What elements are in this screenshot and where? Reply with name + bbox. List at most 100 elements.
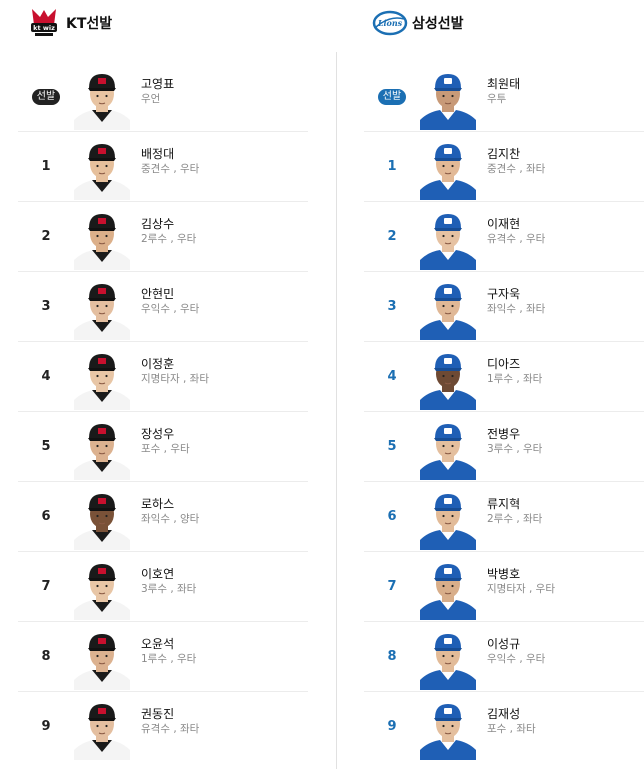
lineup-row[interactable]: 1 배정대 중견수 , 우타 bbox=[18, 132, 308, 202]
lineup-row[interactable]: 8 오윤석 1루수 , 우타 bbox=[18, 622, 308, 692]
batting-order-number: 4 bbox=[41, 369, 51, 384]
batting-order: 2 bbox=[18, 229, 74, 244]
lineup-row[interactable]: 7 이호연 3루수 , 좌타 bbox=[18, 552, 308, 622]
starting-pitcher-row[interactable]: 선발 최원태 우투 bbox=[364, 62, 644, 132]
batting-order: 5 bbox=[18, 439, 74, 454]
batting-order-number: 3 bbox=[41, 299, 51, 314]
batting-order: 4 bbox=[364, 369, 420, 384]
samsung-header: Lions 삼성선발 bbox=[364, 0, 644, 46]
samsung-team-title: 삼성선발 bbox=[412, 16, 464, 32]
player-position: 유격수 , 우타 bbox=[487, 233, 546, 245]
kt-wiz-logo: kt wiz bbox=[31, 9, 57, 36]
player-name[interactable]: 고영표 bbox=[141, 77, 175, 91]
player-photo bbox=[74, 634, 130, 690]
svg-text:Lions: Lions bbox=[377, 18, 403, 28]
lineup-row[interactable]: 1 김지찬 중견수 , 좌타 bbox=[364, 132, 644, 202]
player-name[interactable]: 최원태 bbox=[487, 77, 521, 91]
player-position: 3루수 , 좌타 bbox=[141, 583, 197, 595]
player-photo bbox=[74, 74, 130, 130]
player-info: 김지찬 중견수 , 좌타 bbox=[487, 146, 545, 177]
player-info: 디아즈 1루수 , 좌타 bbox=[487, 356, 542, 387]
batting-order: 4 bbox=[18, 369, 74, 384]
batting-order: 1 bbox=[364, 159, 420, 174]
batting-order: 5 bbox=[364, 439, 420, 454]
column-divider bbox=[336, 52, 337, 769]
player-position: 지명타자 , 우타 bbox=[487, 583, 555, 595]
player-name[interactable]: 오윤석 bbox=[141, 637, 175, 651]
lineup-row[interactable]: 6 류지혁 2루수 , 좌타 bbox=[364, 482, 644, 552]
player-name[interactable]: 안현민 bbox=[141, 287, 175, 301]
batting-order: 1 bbox=[18, 159, 74, 174]
batting-order: 6 bbox=[364, 509, 420, 524]
player-name[interactable]: 류지혁 bbox=[487, 497, 521, 511]
batting-order: 8 bbox=[18, 649, 74, 664]
player-position: 우익수 , 우타 bbox=[141, 303, 200, 315]
player-photo bbox=[74, 704, 130, 760]
player-info: 최원태 우투 bbox=[487, 76, 520, 107]
player-name[interactable]: 이호연 bbox=[141, 567, 175, 581]
batting-order-number: 1 bbox=[387, 159, 397, 174]
lineup-row[interactable]: 9 김재성 포수 , 좌타 bbox=[364, 692, 644, 761]
lineup-row[interactable]: 7 박병호 지명타자 , 우타 bbox=[364, 552, 644, 622]
player-name[interactable]: 김지찬 bbox=[487, 147, 521, 161]
batting-order: 선발 bbox=[18, 88, 74, 105]
player-info: 배정대 중견수 , 우타 bbox=[141, 146, 199, 177]
batting-order-number: 1 bbox=[41, 159, 51, 174]
player-photo bbox=[74, 564, 130, 620]
player-name[interactable]: 박병호 bbox=[487, 567, 521, 581]
player-photo bbox=[420, 494, 476, 550]
player-position: 유격수 , 좌타 bbox=[141, 723, 200, 735]
player-name[interactable]: 이재현 bbox=[487, 217, 521, 231]
player-info: 김상수 2루수 , 우타 bbox=[141, 216, 196, 247]
player-name[interactable]: 디아즈 bbox=[487, 357, 521, 371]
batting-order-number: 8 bbox=[41, 649, 51, 664]
lineup-row[interactable]: 4 디아즈 1루수 , 좌타 bbox=[364, 342, 644, 412]
player-photo bbox=[420, 704, 476, 760]
player-name[interactable]: 김재성 bbox=[487, 707, 521, 721]
batting-order: 9 bbox=[18, 719, 74, 734]
batting-order-number: 3 bbox=[387, 299, 397, 314]
player-photo bbox=[420, 214, 476, 270]
player-photo bbox=[74, 424, 130, 480]
player-name[interactable]: 이정훈 bbox=[141, 357, 175, 371]
batting-order-number: 4 bbox=[387, 369, 397, 384]
player-position: 2루수 , 우타 bbox=[141, 233, 197, 245]
kt-team-title: KT선발 bbox=[66, 16, 113, 32]
player-position: 우언 bbox=[141, 93, 161, 105]
player-info: 오윤석 1루수 , 우타 bbox=[141, 636, 196, 667]
player-name[interactable]: 권동진 bbox=[141, 707, 175, 721]
player-position: 3루수 , 우타 bbox=[487, 443, 543, 455]
batting-order-number: 9 bbox=[387, 719, 397, 734]
player-photo bbox=[420, 424, 476, 480]
lineup-row[interactable]: 6 로하스 좌익수 , 양타 bbox=[18, 482, 308, 552]
lineup-row[interactable]: 5 전병우 3루수 , 우타 bbox=[364, 412, 644, 482]
player-name[interactable]: 이성규 bbox=[487, 637, 521, 651]
player-name[interactable]: 로하스 bbox=[141, 497, 175, 511]
player-name[interactable]: 장성우 bbox=[141, 427, 175, 441]
player-name[interactable]: 배정대 bbox=[141, 147, 175, 161]
lineup-row[interactable]: 4 이정훈 지명타자 , 좌타 bbox=[18, 342, 308, 412]
player-position: 좌익수 , 좌타 bbox=[487, 303, 546, 315]
player-position: 우익수 , 우타 bbox=[487, 653, 546, 665]
batting-order: 6 bbox=[18, 509, 74, 524]
player-name[interactable]: 김상수 bbox=[141, 217, 175, 231]
player-position: 2루수 , 좌타 bbox=[487, 513, 543, 525]
player-name[interactable]: 전병우 bbox=[487, 427, 521, 441]
lineup-row[interactable]: 2 김상수 2루수 , 우타 bbox=[18, 202, 308, 272]
player-photo bbox=[420, 564, 476, 620]
batting-order: 3 bbox=[18, 299, 74, 314]
lineup-row[interactable]: 2 이재현 유격수 , 우타 bbox=[364, 202, 644, 272]
player-position: 포수 , 우타 bbox=[141, 443, 190, 455]
player-name[interactable]: 구자욱 bbox=[487, 287, 521, 301]
batting-order-number: 8 bbox=[387, 649, 397, 664]
